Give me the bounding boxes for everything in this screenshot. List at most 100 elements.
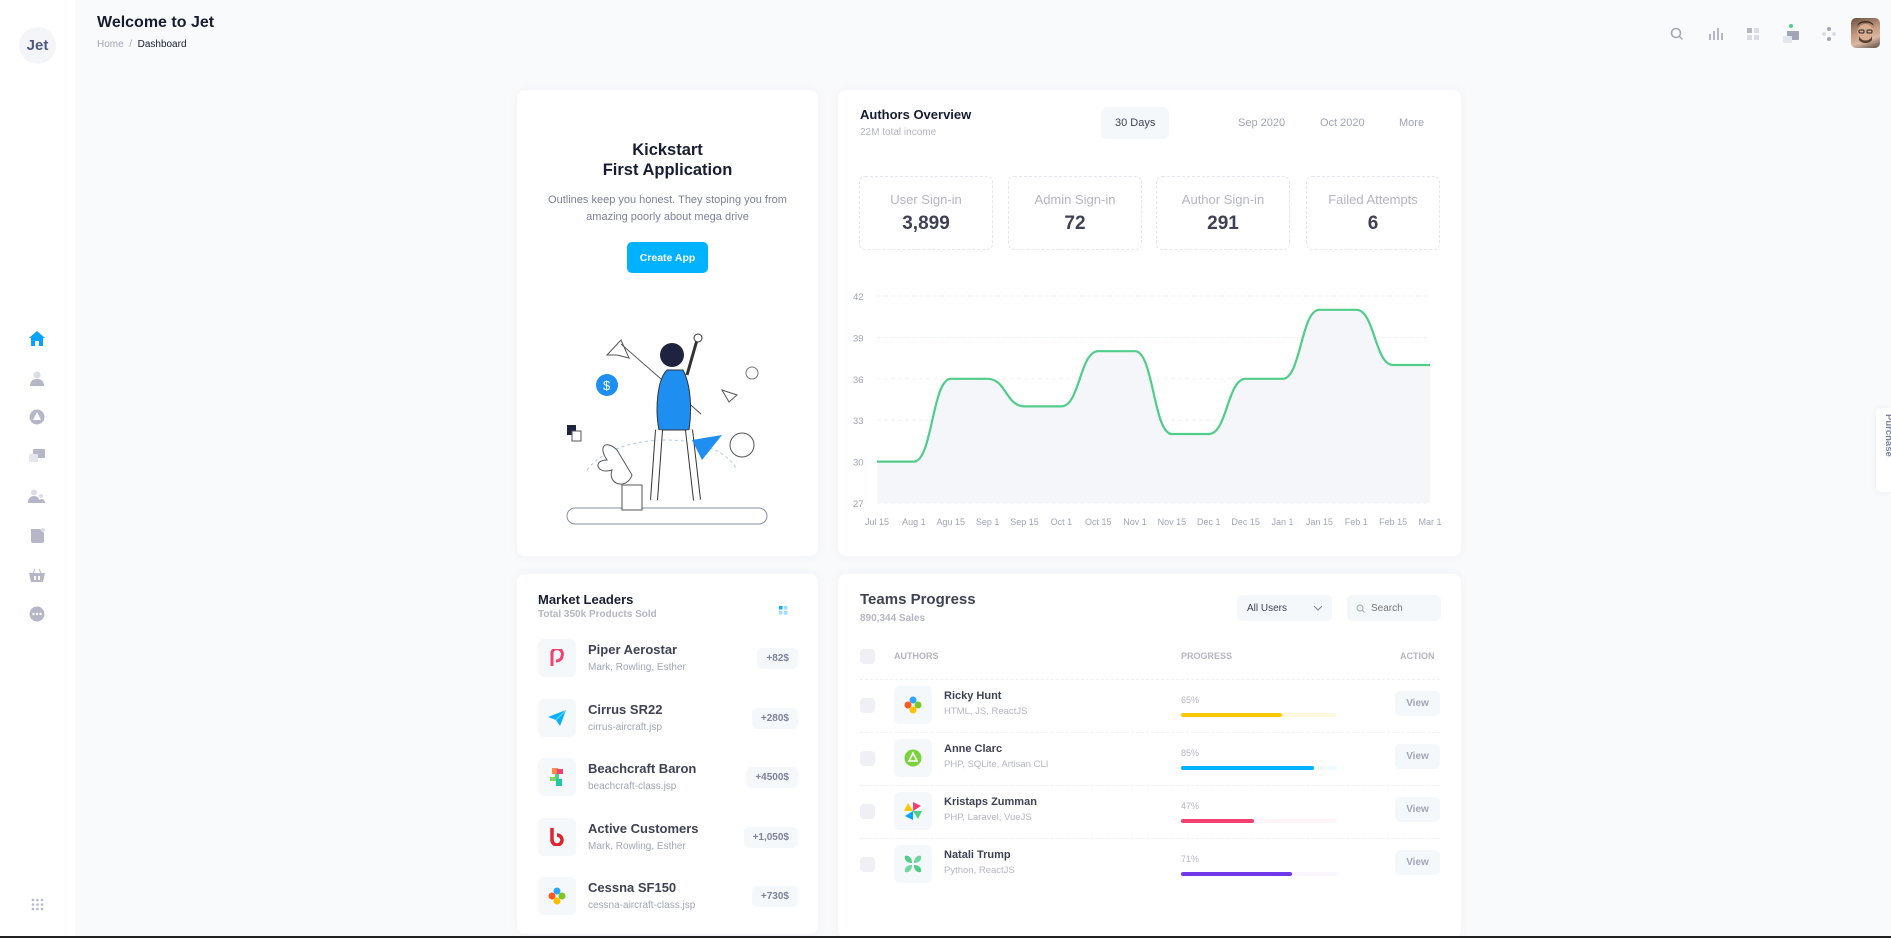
stat-author-signin: Author Sign-in 291 <box>1156 176 1290 250</box>
more-icon[interactable] <box>26 603 48 625</box>
x-tick-label: Sep 15 <box>1010 517 1039 527</box>
stats-icon[interactable] <box>1704 22 1728 46</box>
y-tick-label: 27 <box>853 499 864 510</box>
market-leaders-card <box>517 574 818 934</box>
stat-label: Failed Attempts <box>1328 192 1418 207</box>
market-leader-item[interactable]: Cessna SF150 cessna-aircraft-class.jsp +… <box>538 877 798 917</box>
user-avatar[interactable] <box>1851 18 1880 48</box>
item-name: Active Customers <box>588 820 699 836</box>
row-checkbox[interactable] <box>860 751 875 766</box>
market-leader-item[interactable]: Active Customers Mark, Rowling, Esther +… <box>538 817 798 858</box>
chat-notification-icon[interactable] <box>1779 22 1803 46</box>
author-name[interactable]: Natali Trump <box>944 849 1011 861</box>
apps-grid-icon[interactable] <box>26 893 48 915</box>
author-logo-icon <box>894 686 932 724</box>
tab-oct-2020[interactable]: Oct 2020 <box>1320 117 1365 129</box>
row-divider <box>860 732 1440 733</box>
select-all-checkbox[interactable] <box>860 649 875 664</box>
create-app-button[interactable]: Create App <box>627 242 708 273</box>
chat-icon[interactable] <box>26 445 48 467</box>
tab-more[interactable]: More <box>1399 117 1425 129</box>
x-tick-label: Dec 15 <box>1231 517 1260 527</box>
progress-percent: 47% <box>1181 801 1200 811</box>
kickstart-text-2: amazing poorly about mega drive <box>586 211 749 223</box>
y-tick-label: 33 <box>853 416 864 427</box>
kickstart-title-line1: Kickstart <box>632 141 703 159</box>
users-icon[interactable] <box>26 485 48 507</box>
layers-icon[interactable] <box>1817 22 1841 46</box>
progress-percent: 65% <box>1181 695 1200 705</box>
y-tick-label: 42 <box>853 292 864 303</box>
market-leader-item[interactable]: Piper Aerostar Mark, Rowling, Esther +82… <box>538 639 798 679</box>
item-subtitle: cirrus-aircraft.jsp <box>588 721 662 733</box>
breadcrumb-home[interactable]: Home <box>97 39 124 50</box>
row-checkbox[interactable] <box>860 804 875 819</box>
x-tick-label: Jan 15 <box>1306 517 1333 527</box>
stat-failed-attempts: Failed Attempts 6 <box>1306 176 1440 250</box>
x-tick-label: Aug 1 <box>902 517 926 527</box>
kickstart-illustration: $ <box>566 333 768 525</box>
search-icon[interactable] <box>1665 22 1689 46</box>
view-button[interactable]: View <box>1395 744 1440 769</box>
column-authors: AUTHORS <box>894 651 939 661</box>
item-subtitle: beachcraft-class.jsp <box>588 781 677 793</box>
kickstart-text-1: Outlines keep you honest. They stoping y… <box>548 194 787 206</box>
document-icon[interactable] <box>26 524 48 546</box>
svg-text:$: $ <box>603 378 611 393</box>
sidebar: Jet <box>0 0 75 938</box>
market-leader-item[interactable]: Cirrus SR22 cirrus-aircraft.jsp +280$ <box>538 698 798 739</box>
filter-value: All Users <box>1247 602 1288 614</box>
search-box[interactable] <box>1347 595 1441 621</box>
view-button[interactable]: View <box>1395 797 1440 822</box>
stat-value: 6 <box>1367 213 1379 234</box>
x-tick-label: Dec 1 <box>1197 517 1221 527</box>
stat-label: User Sign-in <box>890 192 962 207</box>
menu-dots-icon[interactable] <box>779 602 788 620</box>
item-badge: +1,050$ <box>743 826 798 848</box>
purchase-tab[interactable]: Purchase <box>1876 408 1891 492</box>
stat-label: Admin Sign-in <box>1034 192 1116 207</box>
chart-pie-icon[interactable] <box>26 406 48 428</box>
search-icon <box>1356 604 1365 613</box>
market-leader-item[interactable]: Beachcraft Baron beachcraft-class.jsp +4… <box>538 758 798 798</box>
search-input[interactable] <box>1371 602 1431 614</box>
progress-bar <box>1181 713 1337 717</box>
item-subtitle: cessna-aircraft-class.jsp <box>588 900 696 912</box>
progress-percent: 85% <box>1181 748 1200 758</box>
row-checkbox[interactable] <box>860 698 875 713</box>
author-skills: PHP, SQLite, Artisan CLI <box>944 759 1049 770</box>
progress-bar <box>1181 872 1337 876</box>
tab-sep-2020[interactable]: Sep 2020 <box>1238 117 1286 129</box>
author-name[interactable]: Kristaps Zumman <box>944 796 1037 808</box>
user-icon[interactable] <box>26 367 48 389</box>
product-logo-icon <box>538 817 576 856</box>
item-subtitle: Mark, Rowling, Esther <box>588 662 686 673</box>
x-tick-label: Mar 1 <box>1418 517 1441 527</box>
breadcrumb-current: Dashboard <box>137 39 187 50</box>
author-name[interactable]: Ricky Hunt <box>944 690 1002 702</box>
view-button[interactable]: View <box>1395 691 1440 716</box>
teams-subtitle: 890,344 Sales <box>860 613 926 624</box>
product-logo-icon <box>538 698 576 737</box>
logo[interactable]: Jet <box>19 27 56 64</box>
authors-title: Authors Overview <box>860 107 972 122</box>
x-tick-label: Agu 15 <box>936 517 965 527</box>
home-icon[interactable] <box>26 327 48 349</box>
tab-30-days[interactable]: 30 Days <box>1101 107 1170 139</box>
row-checkbox[interactable] <box>860 857 875 872</box>
column-progress: PROGRESS <box>1181 651 1233 661</box>
breadcrumb: Home / Dashboard <box>97 39 187 50</box>
author-skills: PHP, Laravel, VueJS <box>944 812 1032 823</box>
x-tick-label: Nov 1 <box>1123 517 1147 527</box>
item-badge: +730$ <box>751 886 798 908</box>
author-name[interactable]: Anne Clarc <box>944 743 1003 755</box>
authors-subtitle: 22M total income <box>860 127 937 138</box>
basket-icon[interactable] <box>26 564 48 586</box>
product-logo-icon <box>538 758 576 797</box>
chart-line <box>877 308 1430 463</box>
grid-icon[interactable] <box>1741 22 1765 46</box>
row-divider <box>860 838 1440 839</box>
users-filter-select[interactable]: All Users <box>1237 595 1332 621</box>
view-button[interactable]: View <box>1395 850 1440 875</box>
item-name: Beachcraft Baron <box>588 761 697 777</box>
